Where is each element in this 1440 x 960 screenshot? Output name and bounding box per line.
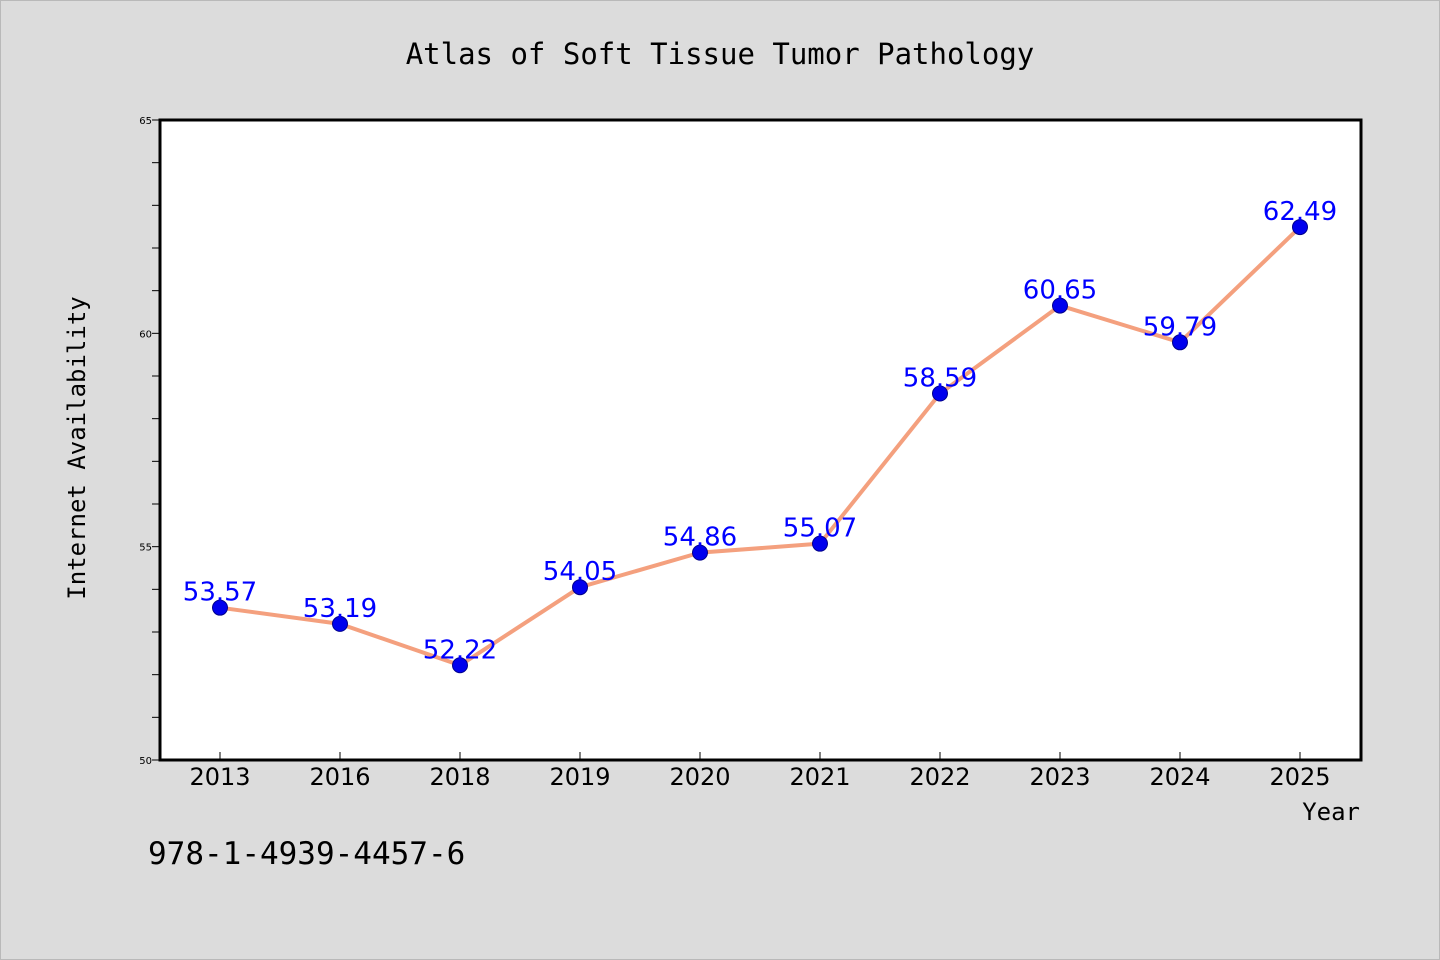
data-point [572, 579, 588, 596]
data-label: 60.65 [1023, 276, 1097, 306]
data-label: 53.57 [183, 578, 257, 608]
data-point [452, 657, 468, 674]
x-tick-label: 2023 [1029, 763, 1090, 791]
x-tick-label: 2013 [189, 763, 250, 791]
x-axis-ticks: 2013 2016 2018 2019 2020 2021 2022 2023 2024 2025 [189, 752, 1331, 791]
data-point [332, 615, 348, 632]
isbn-text: 978-1-4939-4457-6 [148, 836, 465, 872]
series-markers [212, 219, 1308, 674]
y-tick-label: 60 [139, 329, 152, 340]
x-tick-label: 2016 [309, 763, 370, 791]
data-label: 52.22 [423, 635, 497, 665]
data-point [212, 599, 228, 616]
x-tick-label: 2019 [549, 763, 610, 791]
x-tick-label: 2021 [789, 763, 850, 791]
data-labels: 53.57 53.19 52.22 54.05 54.86 55.07 58.59 60.65… [183, 197, 1337, 665]
data-label: 58.59 [903, 363, 977, 393]
data-label: 54.86 [663, 523, 737, 553]
x-tick-label: 2018 [429, 763, 490, 791]
data-point [1052, 297, 1068, 314]
x-axis-label: Year [1302, 798, 1360, 826]
plot-area [158, 118, 1363, 762]
data-point [1172, 334, 1188, 351]
data-label: 62.49 [1263, 197, 1337, 227]
x-tick-label: 2025 [1269, 763, 1330, 791]
y-tick-label: 65 [139, 116, 152, 127]
y-tick-label: 55 [139, 543, 152, 554]
data-label: 59.79 [1143, 312, 1217, 342]
x-tick-label: 2022 [909, 763, 970, 791]
data-label: 55.07 [783, 514, 857, 544]
x-tick-label: 2020 [669, 763, 730, 791]
y-axis-label: Internet Availability [63, 296, 91, 599]
y-axis-ticks: 50 55 60 65 [139, 116, 160, 767]
data-point [1292, 219, 1308, 236]
data-label: 54.05 [543, 557, 617, 587]
data-point [812, 535, 828, 552]
x-tick-label: 2024 [1149, 763, 1210, 791]
series-line [219, 225, 1302, 668]
data-label: 53.19 [303, 594, 377, 624]
chart-title: Atlas of Soft Tissue Tumor Pathology [406, 37, 1035, 71]
data-point [932, 385, 948, 402]
data-point [692, 544, 708, 561]
y-tick-label: 50 [139, 756, 152, 767]
